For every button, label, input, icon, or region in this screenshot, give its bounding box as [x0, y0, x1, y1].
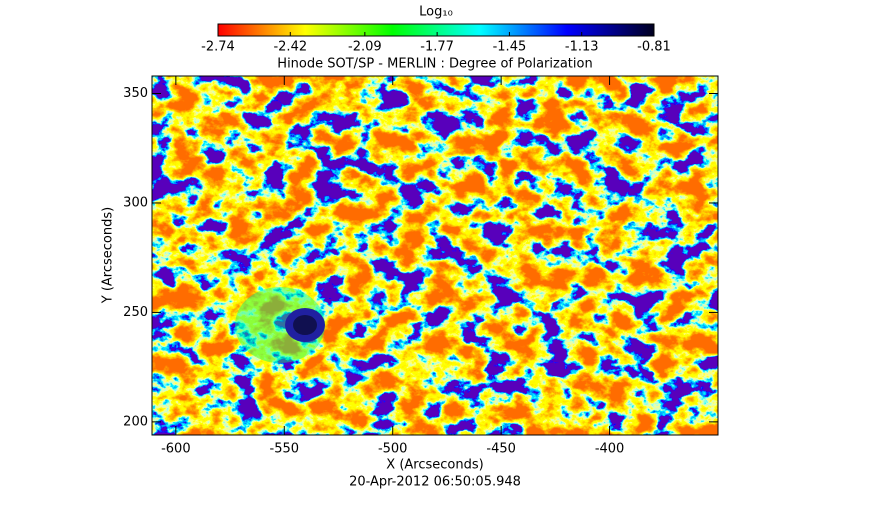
image	[152, 76, 718, 435]
x-tick-label: -500	[378, 442, 408, 457]
penumbra	[235, 287, 325, 363]
x-axis-label: X (Arcseconds)	[386, 458, 483, 473]
x-tick-label: -400	[595, 442, 625, 457]
colorbar	[217, 23, 655, 37]
colorbar-tick-label: -2.42	[273, 40, 307, 55]
colorbar-tick-label: -1.77	[420, 40, 454, 55]
umbra	[293, 315, 317, 335]
colorbar-tick-label: -2.09	[348, 40, 382, 55]
x-tick-label: -450	[486, 442, 516, 457]
polarization-map	[152, 76, 718, 435]
colorbar-tick-label: -0.81	[637, 40, 671, 55]
x-tick-label: -600	[161, 442, 191, 457]
date-label: 20-Apr-2012 06:50:05.948	[349, 475, 521, 490]
plot-frame	[151, 75, 719, 436]
colorbar-tick-label: -2.74	[201, 40, 235, 55]
y-axis-label: Y (Arcseconds)	[101, 207, 116, 304]
y-tick-label: 350	[123, 86, 148, 101]
colorbar-tick-label: -1.13	[565, 40, 599, 55]
chart-title: Hinode SOT/SP - MERLIN : Degree of Polar…	[277, 57, 592, 72]
y-tick-label: 250	[123, 305, 148, 320]
y-tick-label: 200	[123, 414, 148, 429]
y-tick-label: 300	[123, 195, 148, 210]
x-tick-label: -550	[270, 442, 300, 457]
colorbar-label: Log₁₀	[419, 5, 453, 20]
colorbar-tick-label: -1.45	[493, 40, 527, 55]
